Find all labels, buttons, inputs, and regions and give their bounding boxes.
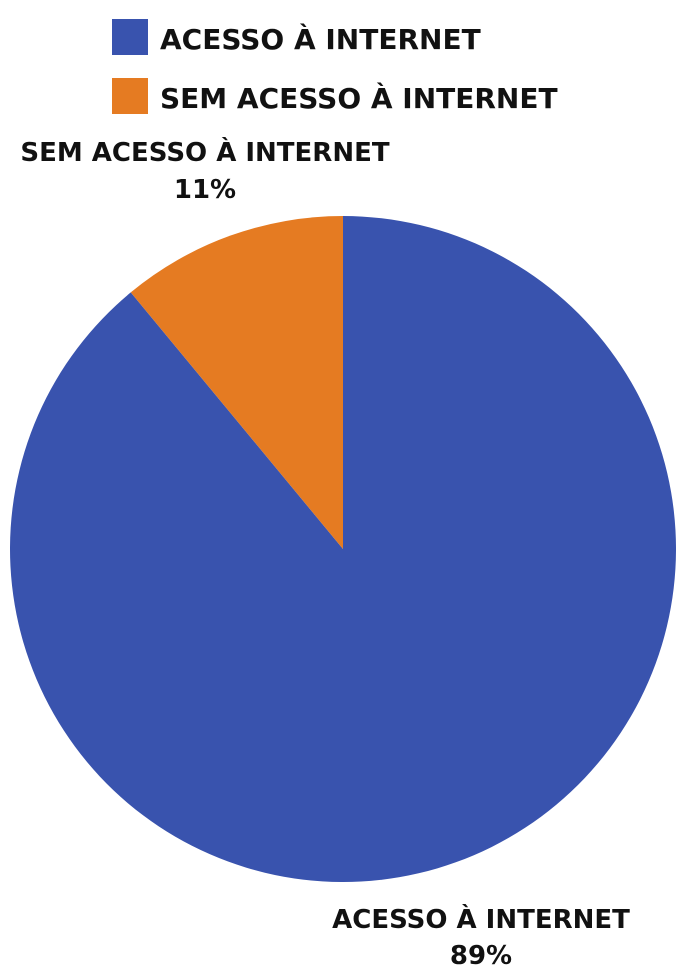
slice-label-acesso: ACESSO À INTERNET — [332, 903, 630, 935]
legend: ACESSO À INTERNET SEM ACESSO À INTERNET — [112, 19, 558, 115]
pie-slice-sem-acesso — [130, 216, 343, 549]
legend-swatch-acesso — [112, 19, 148, 55]
data-labels: SEM ACESSO À INTERNET 11% ACESSO À INTER… — [20, 136, 630, 968]
legend-label-acesso: ACESSO À INTERNET — [160, 22, 481, 56]
legend-item-sem-acesso: SEM ACESSO À INTERNET — [112, 78, 558, 115]
pie-slice-acesso — [10, 216, 676, 882]
slice-label-sem-acesso: SEM ACESSO À INTERNET — [20, 136, 389, 168]
legend-item-acesso: ACESSO À INTERNET — [112, 19, 481, 56]
slice-value-acesso: 89% — [450, 941, 512, 968]
pie-slices — [10, 216, 676, 882]
slice-value-sem-acesso: 11% — [174, 175, 236, 205]
legend-swatch-sem-acesso — [112, 78, 148, 114]
legend-label-sem-acesso: SEM ACESSO À INTERNET — [160, 81, 558, 115]
